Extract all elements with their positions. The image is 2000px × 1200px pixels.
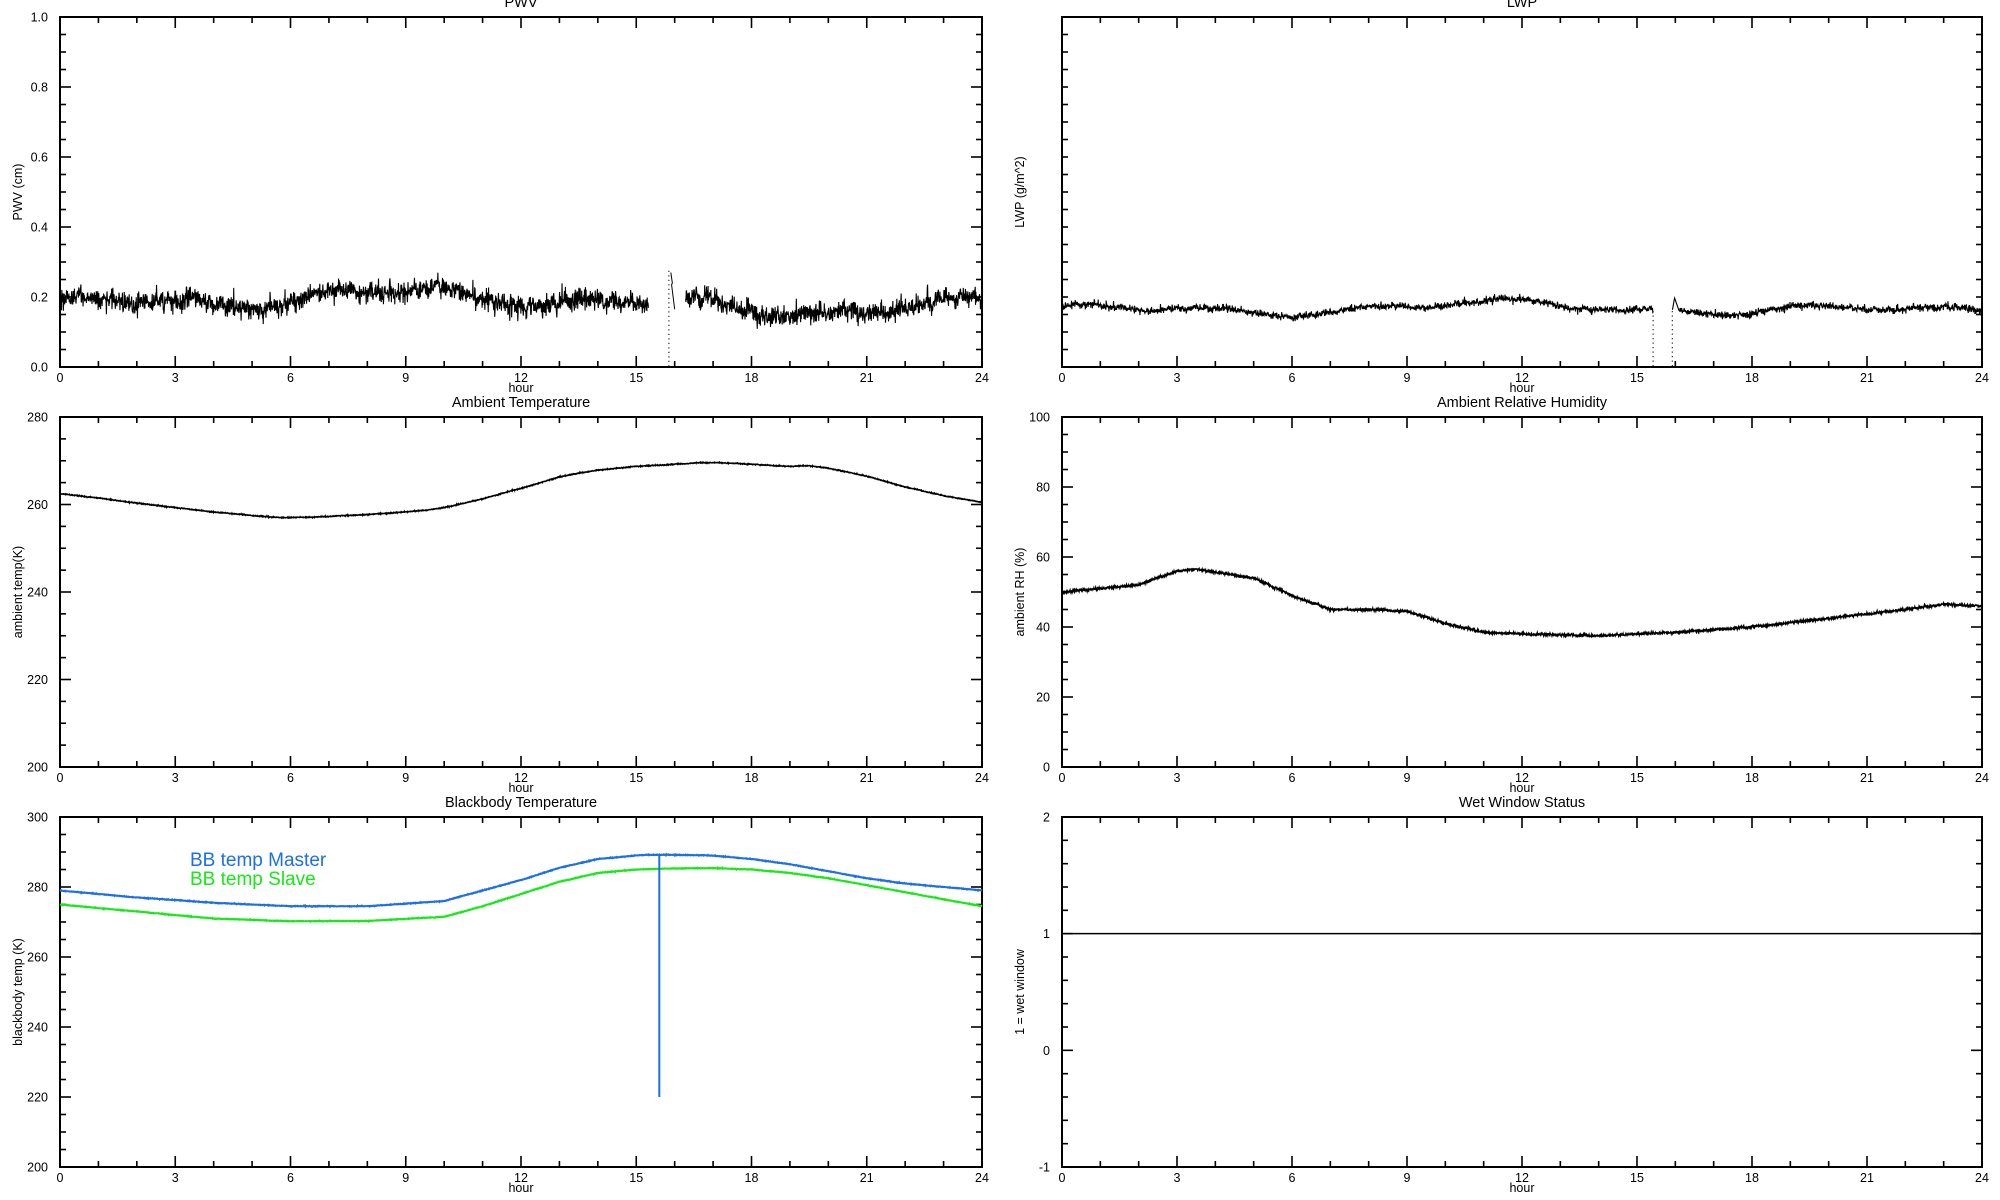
- svg-text:0: 0: [57, 371, 64, 385]
- svg-text:80: 80: [1036, 481, 1050, 495]
- svg-text:6: 6: [1289, 771, 1296, 785]
- svg-text:40: 40: [1036, 621, 1050, 635]
- svg-text:24: 24: [1975, 371, 1989, 385]
- svg-text:0: 0: [1043, 761, 1050, 775]
- svg-text:260: 260: [27, 498, 48, 512]
- svg-text:6: 6: [287, 371, 294, 385]
- svg-text:18: 18: [745, 371, 759, 385]
- svg-text:9: 9: [402, 771, 409, 785]
- svg-text:24: 24: [1975, 771, 1989, 785]
- svg-text:18: 18: [745, 771, 759, 785]
- svg-text:1: 1: [1043, 927, 1050, 941]
- svg-text:280: 280: [27, 411, 48, 425]
- svg-text:hour: hour: [1509, 1181, 1534, 1195]
- svg-text:PWV (cm): PWV (cm): [11, 164, 25, 221]
- svg-text:0: 0: [1059, 771, 1066, 785]
- svg-text:3: 3: [172, 371, 179, 385]
- svg-text:200: 200: [27, 761, 48, 775]
- svg-text:6: 6: [287, 771, 294, 785]
- svg-text:3: 3: [172, 1171, 179, 1185]
- svg-text:Wet Window Status: Wet Window Status: [1459, 795, 1585, 811]
- svg-text:9: 9: [1404, 371, 1411, 385]
- svg-text:9: 9: [1404, 771, 1411, 785]
- svg-text:15: 15: [629, 1171, 643, 1185]
- svg-text:2: 2: [1043, 811, 1050, 825]
- svg-text:0.2: 0.2: [31, 291, 48, 305]
- svg-text:24: 24: [975, 771, 989, 785]
- svg-text:15: 15: [629, 771, 643, 785]
- svg-text:300: 300: [27, 811, 48, 825]
- svg-text:21: 21: [860, 371, 874, 385]
- svg-text:LWP: LWP: [1507, 0, 1537, 11]
- svg-text:6: 6: [1289, 1171, 1296, 1185]
- svg-text:9: 9: [402, 371, 409, 385]
- svg-text:15: 15: [1630, 1171, 1644, 1185]
- svg-text:6: 6: [287, 1171, 294, 1185]
- svg-text:BB temp Slave: BB temp Slave: [190, 869, 316, 890]
- svg-text:21: 21: [860, 1171, 874, 1185]
- svg-text:hour: hour: [508, 381, 533, 395]
- svg-text:0: 0: [57, 1171, 64, 1185]
- svg-text:3: 3: [1174, 771, 1181, 785]
- svg-text:0: 0: [1059, 1171, 1066, 1185]
- svg-text:9: 9: [1404, 1171, 1411, 1185]
- svg-text:15: 15: [629, 371, 643, 385]
- svg-text:20: 20: [1036, 691, 1050, 705]
- svg-text:15: 15: [1630, 771, 1644, 785]
- svg-text:100: 100: [1029, 411, 1050, 425]
- svg-text:21: 21: [860, 771, 874, 785]
- svg-text:Ambient Relative Humidity: Ambient Relative Humidity: [1437, 395, 1608, 411]
- svg-text:LWP (g/m^2): LWP (g/m^2): [1013, 156, 1027, 227]
- svg-text:-1: -1: [1039, 1161, 1050, 1175]
- svg-text:240: 240: [27, 586, 48, 600]
- svg-text:240: 240: [27, 1021, 48, 1035]
- svg-text:21: 21: [1860, 1171, 1874, 1185]
- svg-text:6: 6: [1289, 371, 1296, 385]
- svg-text:3: 3: [1174, 1171, 1181, 1185]
- svg-text:3: 3: [172, 771, 179, 785]
- svg-text:Blackbody Temperature: Blackbody Temperature: [445, 795, 597, 811]
- svg-text:1.0: 1.0: [31, 11, 48, 25]
- svg-text:15: 15: [1630, 371, 1644, 385]
- svg-text:hour: hour: [1509, 381, 1534, 395]
- svg-text:220: 220: [27, 673, 48, 687]
- svg-text:24: 24: [975, 371, 989, 385]
- svg-text:hour: hour: [508, 1181, 533, 1195]
- svg-text:24: 24: [1975, 1171, 1989, 1185]
- svg-text:9: 9: [402, 1171, 409, 1185]
- svg-text:18: 18: [1745, 371, 1759, 385]
- svg-text:200: 200: [27, 1161, 48, 1175]
- svg-text:21: 21: [1860, 371, 1874, 385]
- svg-text:24: 24: [975, 1171, 989, 1185]
- svg-text:220: 220: [27, 1091, 48, 1105]
- svg-text:0: 0: [1043, 1044, 1050, 1058]
- svg-text:ambient temp(K): ambient temp(K): [11, 546, 25, 638]
- svg-text:260: 260: [27, 951, 48, 965]
- svg-text:Ambient Temperature: Ambient Temperature: [452, 395, 590, 411]
- svg-text:PWV: PWV: [504, 0, 537, 11]
- svg-text:18: 18: [1745, 1171, 1759, 1185]
- svg-text:BB temp Master: BB temp Master: [190, 850, 327, 871]
- svg-text:0.0: 0.0: [31, 361, 48, 375]
- svg-text:blackbody temp (K): blackbody temp (K): [11, 938, 25, 1046]
- svg-text:0: 0: [1059, 371, 1066, 385]
- svg-text:3: 3: [1174, 371, 1181, 385]
- svg-text:21: 21: [1860, 771, 1874, 785]
- svg-text:hour: hour: [1509, 781, 1534, 795]
- svg-text:18: 18: [745, 1171, 759, 1185]
- svg-text:0: 0: [57, 771, 64, 785]
- svg-text:0.8: 0.8: [31, 81, 48, 95]
- svg-text:0.4: 0.4: [31, 221, 48, 235]
- svg-text:0.6: 0.6: [31, 151, 48, 165]
- svg-text:ambient RH (%): ambient RH (%): [1013, 548, 1027, 637]
- svg-text:280: 280: [27, 881, 48, 895]
- svg-text:18: 18: [1745, 771, 1759, 785]
- svg-text:hour: hour: [508, 781, 533, 795]
- svg-text:1 = wet window: 1 = wet window: [1013, 948, 1027, 1035]
- svg-text:60: 60: [1036, 551, 1050, 565]
